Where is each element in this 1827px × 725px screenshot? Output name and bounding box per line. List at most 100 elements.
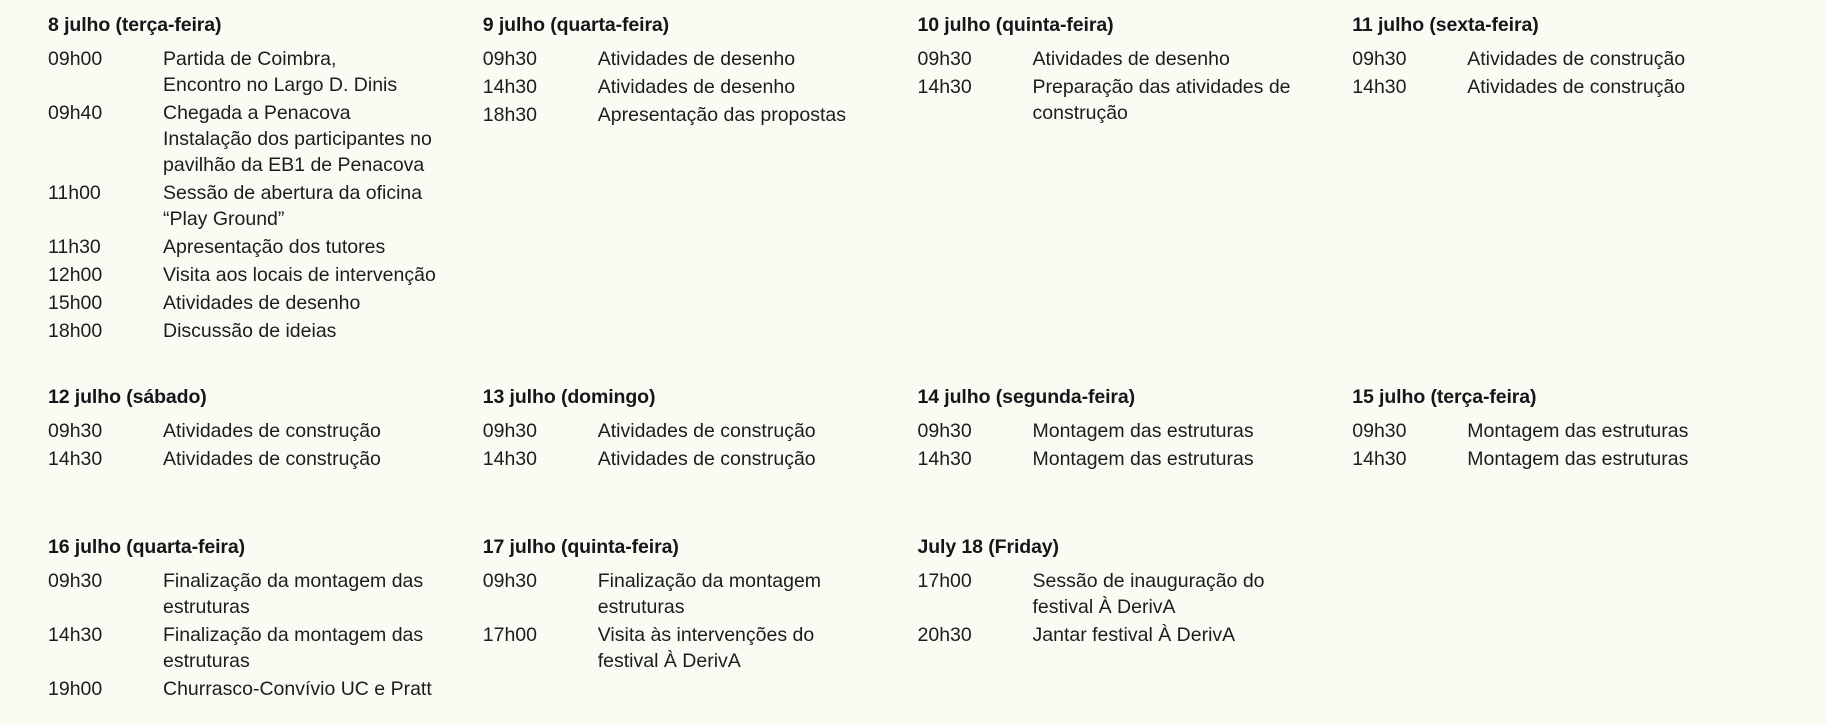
day-column-empty [1352,536,1787,725]
day-column: 14 julho (segunda-feira) 09h30 Montagem da… [918,386,1353,536]
schedule-row: 8 julho (terça-feira) 09h00 Partida de Coi… [48,14,1787,386]
day-column: 15 julho (terça-feira) 09h30 Montagem das … [1352,386,1787,536]
schedule-entry: 12h00 Visita aos locais de intervenção [48,262,457,288]
day-heading: 10 julho (quinta-feira) [917,14,1114,36]
day-column: 13 julho (domingo) 09h30 Atividades de con… [483,386,918,536]
entry-description: Visita aos locais de intervenção [163,264,436,287]
entry-description: Jantar festival À DerivA [1032,624,1236,647]
schedule-entry: 09h30 Montagem das estruturas [1352,418,1761,444]
entry-time: 09h30 [48,570,103,593]
entry-time: 11h30 [48,236,101,259]
day-column: 10 julho (quinta-feira) 09h30 Atividades d… [918,14,1353,386]
entry-time: 09h40 [48,102,103,125]
day-column: 17 julho (quinta-feira) 09h30 Finalização … [483,536,918,725]
day-column: 16 julho (quarta-feira) 09h30 Finalização … [48,536,483,725]
entry-time: 09h30 [482,570,537,593]
schedule-entry: 11h30 Apresentação dos tutores [48,234,457,260]
entry-description: Discussão de ideias [163,320,337,343]
day-heading: 8 julho (terça-feira) [48,14,222,36]
entry-description: Atividades de construção [163,448,381,471]
schedule-entry: 17h00 Sessão de inauguração do festival À… [918,568,1327,620]
entry-description: Chegada a Penacova Instalação dos partic… [163,102,432,177]
entry-time: 18h30 [482,104,537,127]
entry-time: 14h30 [482,448,537,471]
entry-time: 09h30 [917,48,972,71]
day-entry-list: 09h30 Montagem das estruturas 14h30 Montage… [1352,418,1761,472]
entry-description: Atividades de desenho [597,76,796,99]
schedule-entry: 09h30 Atividades de construção [48,418,457,444]
day-heading: 11 julho (sexta-feira) [1352,14,1539,36]
entry-description: Atividades de desenho [1032,48,1230,71]
day-heading: 13 julho (domingo) [482,386,656,408]
entry-description: Preparação das atividades de construção [1032,76,1291,125]
day-heading: 16 julho (quarta-feira) [48,536,246,558]
schedule-entry: 18h00 Discussão de ideias [48,318,457,344]
day-column: 9 julho (quarta-feira) 09h30 Atividades de… [483,14,918,386]
entry-time: 11h00 [48,182,101,205]
day-entry-list: 09h30 Atividades de desenho 14h30 Atividade… [483,46,892,128]
schedule-entry: 14h30 Preparação das atividades de constr… [918,74,1327,126]
schedule-entry: 14h30 Atividades de desenho [483,74,892,100]
entry-time: 15h00 [48,292,103,315]
entry-description: Atividades de construção [1467,48,1686,71]
entry-description: Atividades de construção [1467,76,1686,99]
schedule-row: 16 julho (quarta-feira) 09h30 Finalização … [48,536,1787,725]
day-entry-list: 09h30 Atividades de desenho 14h30 Preparaçã… [918,46,1327,126]
day-entry-list: 09h30 Atividades de construção 14h30 Ativid… [48,418,457,472]
schedule-entry: 09h40 Chegada a Penacova Instalação dos p… [48,100,457,178]
entry-description: Apresentação das propostas [597,104,846,127]
entry-time: 14h30 [917,76,972,99]
schedule-entry: 09h30 Finalização da montagem estruturas [483,568,892,620]
schedule-entry: 09h30 Finalização da montagem das estrutu… [48,568,457,620]
entry-description: Atividades de construção [163,420,381,443]
entry-description: Finalização da montagem estruturas [597,570,822,619]
entry-description: Sessão de abertura da oficina “Play Grou… [163,182,423,231]
schedule-entry: 14h30 Atividades de construção [1352,74,1761,100]
entry-time: 09h30 [48,420,103,443]
entry-time: 09h30 [1352,420,1407,443]
day-column: 11 julho (sexta-feira) 09h30 Atividades de… [1352,14,1787,386]
entry-description: Finalização da montagem das estruturas [163,624,424,673]
entry-time: 17h00 [917,570,972,593]
day-entry-list: 09h30 Montagem das estruturas 14h30 Montage… [918,418,1327,472]
entry-description: Visita às intervenções do festival À Der… [597,624,815,673]
schedule-entry: 14h30 Atividades de construção [48,446,457,472]
day-heading: 12 julho (sábado) [48,386,207,408]
schedule-entry: 09h30 Atividades de construção [1352,46,1761,72]
entry-description: Atividades de construção [597,420,816,443]
entry-description: Finalização da montagem das estruturas [163,570,424,619]
entry-time: 09h00 [48,48,103,71]
schedule-entry: 14h30 Finalização da montagem das estrutu… [48,622,457,674]
entry-description: Montagem das estruturas [1467,420,1689,443]
day-entry-list: 09h00 Partida de Coimbra, Encontro no Lar… [48,46,457,344]
entry-description: Montagem das estruturas [1032,420,1254,443]
entry-description: Partida de Coimbra, Encontro no Largo D.… [163,48,398,97]
day-entry-list: 09h30 Atividades de construção 14h30 Ativid… [1352,46,1761,100]
entry-description: Churrasco-Convívio UC e Pratt [163,678,432,701]
day-column: July 18 (Friday) 17h00 Sessão de inauguraç… [918,536,1353,725]
entry-time: 14h30 [48,624,103,647]
entry-time: 14h30 [1352,76,1407,99]
schedule-entry: 09h30 Atividades de construção [483,418,892,444]
entry-description: Atividades de construção [597,448,816,471]
entry-time: 14h30 [917,448,972,471]
day-entry-list: 09h30 Finalização da montagem das estrutu… [48,568,457,702]
entry-time: 14h30 [1352,448,1407,471]
day-entry-list: 17h00 Sessão de inauguração do festival À… [918,568,1327,648]
entry-time: 09h30 [1352,48,1407,71]
day-entry-list: 09h30 Finalização da montagem estruturas 1… [483,568,892,674]
schedule-entry: 20h30 Jantar festival À DerivA [918,622,1327,648]
schedule-entry: 15h00 Atividades de desenho [48,290,457,316]
day-heading: 17 julho (quinta-feira) [482,536,679,558]
entry-description: Apresentação dos tutores [163,236,386,259]
schedule-entry: 18h30 Apresentação das propostas [483,102,892,128]
schedule-entry: 17h00 Visita às intervenções do festival … [483,622,892,674]
schedule-entry: 14h30 Atividades de construção [483,446,892,472]
schedule-entry: 09h30 Montagem das estruturas [918,418,1327,444]
entry-description: Montagem das estruturas [1467,448,1689,471]
entry-description: Montagem das estruturas [1032,448,1254,471]
entry-time: 14h30 [48,448,103,471]
day-column: 12 julho (sábado) 09h30 Atividades de cons… [48,386,483,536]
entry-time: 09h30 [482,48,537,71]
